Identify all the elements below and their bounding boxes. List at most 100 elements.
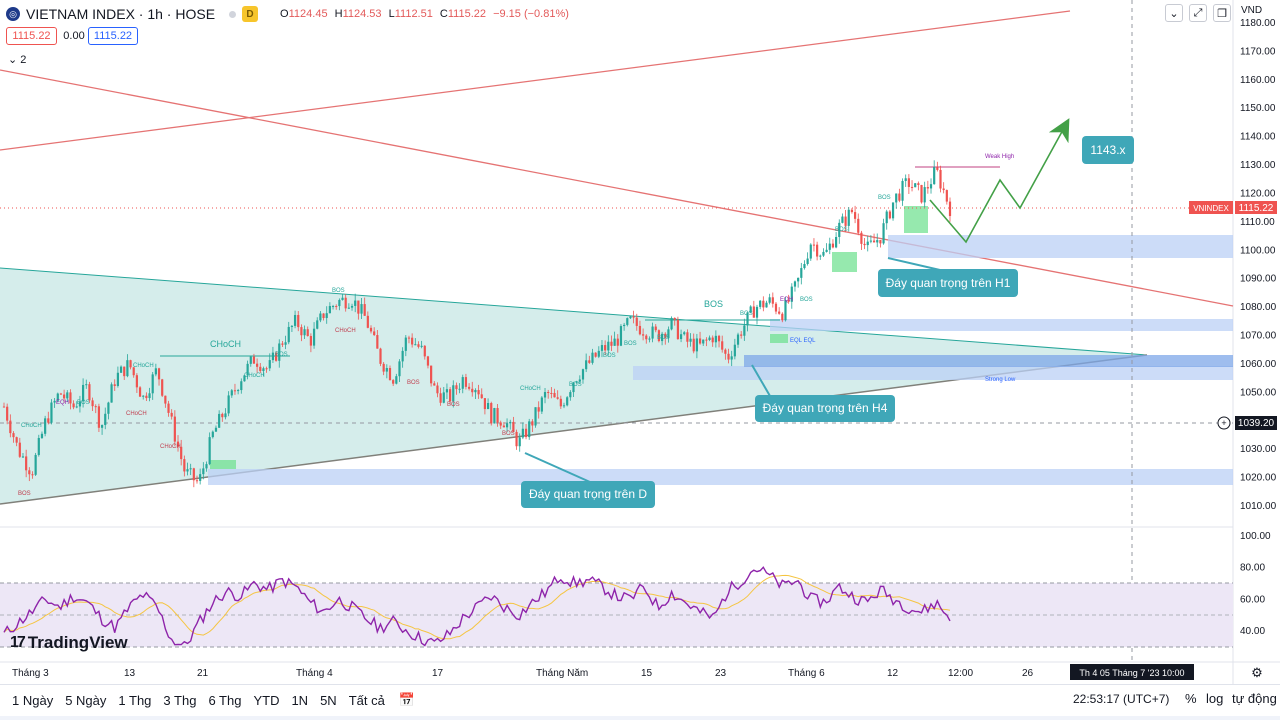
add-alert-icon[interactable]: [1217, 416, 1231, 430]
candle-body: [790, 286, 793, 302]
annotation-strong-low: Strong Low: [985, 377, 1016, 383]
candle-body: [787, 300, 790, 302]
candle-body: [208, 437, 211, 465]
candle-body: [123, 366, 126, 377]
candle-body: [926, 187, 929, 189]
candle-body: [531, 421, 534, 426]
auto-scale-button[interactable]: tự động: [1232, 691, 1277, 706]
candle-body: [104, 413, 107, 426]
candle-body: [496, 408, 499, 423]
candle-body: [869, 240, 873, 242]
range-5d[interactable]: 5 Ngày: [65, 692, 107, 708]
fullscreen-icon[interactable]: ⤢: [1189, 4, 1207, 22]
log-scale-button[interactable]: log: [1206, 691, 1224, 706]
zone-d: [208, 469, 1233, 485]
settings-gear-icon[interactable]: ⚙: [1251, 665, 1263, 680]
candle-body: [47, 418, 50, 423]
calendar-icon[interactable]: 📅: [398, 692, 416, 707]
tradingview-logo-text: TradingView: [27, 633, 128, 652]
delayed-badge[interactable]: D: [242, 6, 259, 22]
range-5y[interactable]: 5N: [320, 692, 337, 708]
annotation-bos-1: BOS: [332, 288, 345, 294]
candle-body: [357, 300, 360, 314]
candle-body: [34, 454, 37, 475]
candle-body: [939, 169, 942, 189]
symbol-title[interactable]: VIETNAM INDEX · 1h · HOSE: [26, 6, 216, 22]
range-1d[interactable]: 1 Ngày: [12, 692, 54, 708]
candle-body: [853, 212, 857, 219]
candle-body: [686, 332, 689, 342]
screenshot-icon[interactable]: ❐: [1213, 4, 1231, 22]
candle-body: [176, 441, 180, 447]
callout-h1: [878, 269, 1018, 297]
candle-body: [717, 335, 721, 342]
close-value: 1115.22: [447, 8, 487, 20]
annotation-choch-big: CHoCH: [210, 339, 241, 349]
candle-body: [816, 244, 819, 257]
candle-body: [679, 334, 683, 340]
candle-body: [806, 258, 809, 264]
candle-body: [341, 297, 344, 300]
percent-scale-button[interactable]: %: [1185, 691, 1197, 706]
sell-price-box[interactable]: 1115.22: [6, 27, 57, 45]
time-tick-4: 17: [432, 668, 444, 679]
low-value: 1112.51: [394, 8, 433, 20]
candle-body: [420, 345, 423, 347]
bottom-strip: [0, 716, 1280, 720]
candle-body: [727, 353, 730, 360]
candle-body: [325, 313, 328, 319]
time-tick-7: 23: [715, 668, 727, 679]
candle-body: [265, 368, 268, 370]
candle-body: [25, 456, 28, 471]
candle-body: [328, 306, 331, 314]
candle-body: [765, 302, 768, 308]
candle-body: [632, 316, 635, 318]
range-all[interactable]: Tất cả: [348, 692, 385, 708]
tradingview-logo[interactable]: 17 TradingView: [10, 633, 128, 653]
price-axis[interactable]: 1180.00 1170.00 1160.00 1150.00 1140.00 1130.…: [1240, 18, 1277, 512]
trendline-descending: [0, 69, 1234, 307]
candle-body: [44, 418, 47, 434]
range-3m[interactable]: 3 Thg: [163, 692, 197, 708]
candle-body: [597, 350, 600, 357]
candle-body: [553, 392, 556, 398]
candle-body: [872, 240, 876, 243]
candle-body: [246, 363, 249, 376]
candle-body: [126, 360, 129, 377]
candle-body: [69, 392, 72, 404]
range-1y[interactable]: 1N: [291, 692, 309, 708]
buy-price-box[interactable]: 1115.22: [88, 27, 138, 45]
indicators-toggle[interactable]: ⌄ 2: [8, 53, 26, 66]
candle-body: [486, 402, 490, 410]
candle-body: [319, 313, 322, 321]
annotation-eql: EQL EQL: [790, 338, 816, 344]
candle-body: [401, 350, 404, 362]
range-1m[interactable]: 1 Thg: [118, 692, 152, 708]
currency-selector[interactable]: VND: [1241, 5, 1263, 16]
candle-body: [243, 375, 246, 382]
candle-body: [40, 433, 44, 438]
candle-body: [797, 277, 800, 282]
chevron-down-icon-btn[interactable]: ⌄: [1165, 4, 1183, 22]
candle-body: [547, 392, 550, 394]
candle-body: [72, 403, 75, 408]
timezone-clock[interactable]: 22:53:17 (UTC+7): [1073, 692, 1170, 706]
range-ytd[interactable]: YTD: [253, 692, 280, 708]
range-6m[interactable]: 6 Thg: [208, 692, 242, 708]
time-axis[interactable]: Tháng 3 13 21 Tháng 4 17 Tháng Năm 15 23 Tháng 6…: [12, 668, 1034, 679]
last-price-text: 1115.22: [1239, 203, 1274, 214]
candle-body: [607, 341, 610, 351]
annotation-bos-big: BOS: [704, 299, 723, 309]
candle-body: [335, 306, 338, 308]
candle-body: [493, 408, 496, 424]
candle-body: [262, 368, 265, 372]
candle-body: [157, 368, 161, 380]
annotation-bos-8: BOS: [740, 311, 753, 317]
candle-body: [379, 348, 382, 364]
candle-body: [284, 342, 287, 345]
price-tick-15: 1030.00: [1240, 444, 1277, 455]
candle-body: [183, 459, 186, 472]
fvg-2: [770, 334, 788, 343]
candle-body: [888, 211, 891, 219]
